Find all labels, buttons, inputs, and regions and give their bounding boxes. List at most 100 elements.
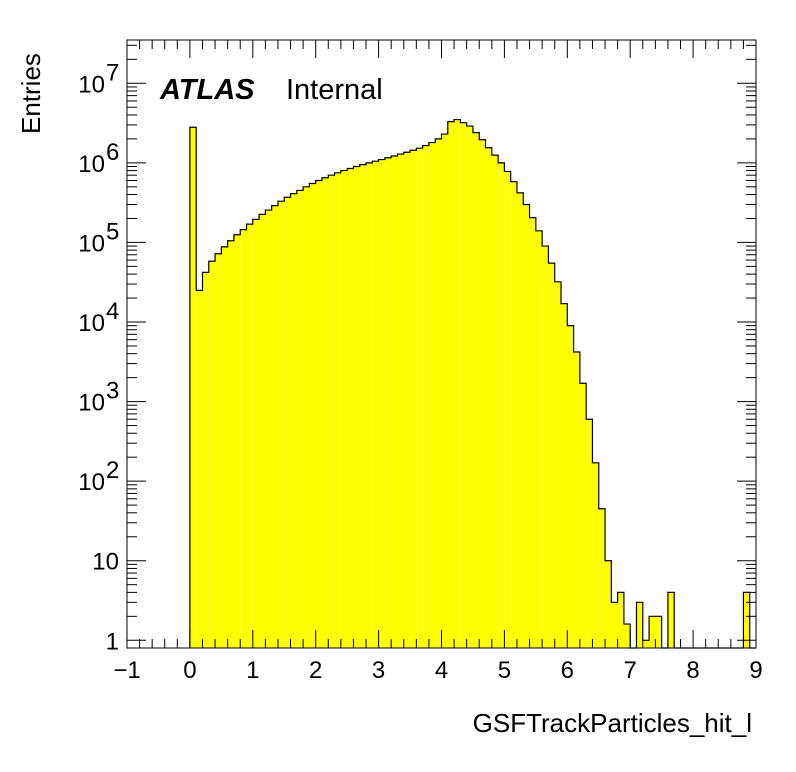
histogram-bar — [667, 592, 675, 648]
y-tick-label: 10 — [78, 71, 105, 98]
histogram-bar — [296, 190, 304, 648]
x-tick-label: 7 — [624, 657, 637, 684]
plot-area — [189, 118, 756, 649]
histogram-bar — [410, 150, 417, 648]
y-tick-exponent: 7 — [106, 59, 119, 86]
histogram-bar — [246, 224, 253, 648]
histogram-bar — [561, 303, 568, 648]
histogram-bar — [428, 142, 436, 648]
histogram-bar — [227, 240, 234, 648]
histogram-bar — [611, 602, 618, 648]
histogram-bar — [366, 162, 373, 649]
histogram-bar — [221, 246, 228, 649]
histogram-bar — [623, 624, 631, 648]
x-tick-label: 1 — [246, 657, 259, 684]
histogram-bar — [309, 183, 316, 648]
histogram-bar — [642, 640, 650, 648]
histogram-bar — [391, 155, 398, 648]
histogram-bar — [290, 193, 297, 649]
histogram-bar — [215, 253, 222, 649]
histogram-bar — [491, 155, 499, 648]
histogram-bar — [252, 219, 260, 648]
histogram-bar — [340, 170, 348, 648]
histogram-bar — [510, 181, 517, 648]
x-tick-label: 5 — [498, 657, 511, 684]
histogram-bar — [592, 462, 599, 648]
y-tick-exponent: 6 — [106, 139, 119, 166]
y-tick-label: 10 — [78, 390, 105, 417]
y-tick-label: 10 — [78, 310, 105, 337]
y-tick-exponent: 5 — [106, 218, 119, 245]
atlas-label: ATLAS — [159, 74, 255, 106]
y-tick-label: 10 — [78, 469, 105, 496]
histogram-bar — [353, 166, 360, 648]
histogram-bar — [378, 159, 385, 648]
histogram-bar — [202, 272, 209, 648]
histogram-bar — [397, 154, 404, 649]
histogram-bar — [259, 214, 266, 648]
histogram-bar — [649, 616, 656, 648]
histogram-bar — [303, 186, 310, 649]
histogram-bar — [535, 230, 543, 648]
histogram-bar — [265, 210, 272, 649]
histogram-bar — [466, 126, 473, 649]
histogram-bar — [334, 172, 341, 648]
histogram-bar — [554, 281, 562, 648]
histogram-bar — [460, 122, 467, 648]
histogram-bar — [472, 132, 480, 649]
histogram-bar — [359, 164, 367, 648]
histogram-bar — [435, 138, 442, 649]
histogram-bar — [598, 508, 606, 648]
histogram-bar — [485, 147, 492, 648]
x-tick-label: −1 — [113, 657, 140, 684]
histogram-bar — [372, 161, 379, 648]
histogram-bar — [586, 419, 593, 648]
histogram-bar — [447, 121, 455, 649]
histogram-bar — [240, 229, 247, 648]
y-tick-label: 10 — [78, 230, 105, 257]
x-tick-label: 0 — [183, 657, 196, 684]
y-tick-label: 10 — [78, 151, 105, 178]
y-tick-exponent: 3 — [106, 378, 119, 405]
histogram-bar — [479, 139, 486, 648]
histogram-bar — [403, 152, 411, 648]
histogram-bar — [504, 171, 511, 648]
x-tick-label: 2 — [309, 657, 322, 684]
histogram-bar — [655, 616, 662, 648]
x-tick-label: 6 — [561, 657, 574, 684]
histogram-bar — [347, 168, 354, 648]
histogram-bar — [605, 560, 612, 648]
histogram-bar — [271, 205, 278, 648]
histogram-bar — [548, 263, 555, 648]
y-axis-title: Entries — [16, 53, 46, 134]
x-tick-label: 3 — [372, 657, 385, 684]
histogram-bar — [315, 180, 322, 649]
histogram-bar — [529, 217, 536, 649]
histogram-bar — [422, 145, 429, 649]
histogram-bar — [523, 204, 530, 649]
histogram-bar — [441, 134, 448, 648]
histogram-bar — [284, 197, 291, 648]
histogram-bar — [196, 290, 203, 648]
histogram-bar — [208, 261, 216, 648]
histogram-bar — [277, 201, 285, 648]
y-tick-exponent: 4 — [106, 298, 119, 325]
histogram-bar — [579, 383, 587, 648]
x-axis-title: GSFTrackParticles_hit_l — [473, 708, 752, 738]
x-tick-label: 4 — [435, 657, 448, 684]
axes — [126, 39, 757, 649]
histogram-bar — [636, 602, 643, 648]
histogram-bar — [542, 246, 549, 648]
histogram-bar — [233, 234, 241, 649]
y-tick-label: 10 — [92, 549, 119, 576]
histogram-bar — [328, 175, 335, 648]
histogram-bar — [189, 127, 197, 649]
histogram-bar — [743, 592, 750, 648]
y-tick-label: 1 — [106, 628, 119, 655]
histogram-bar — [321, 177, 329, 649]
histogram-bar — [454, 119, 461, 648]
histogram-bar — [516, 192, 524, 648]
y-tick-exponent: 2 — [106, 457, 119, 484]
